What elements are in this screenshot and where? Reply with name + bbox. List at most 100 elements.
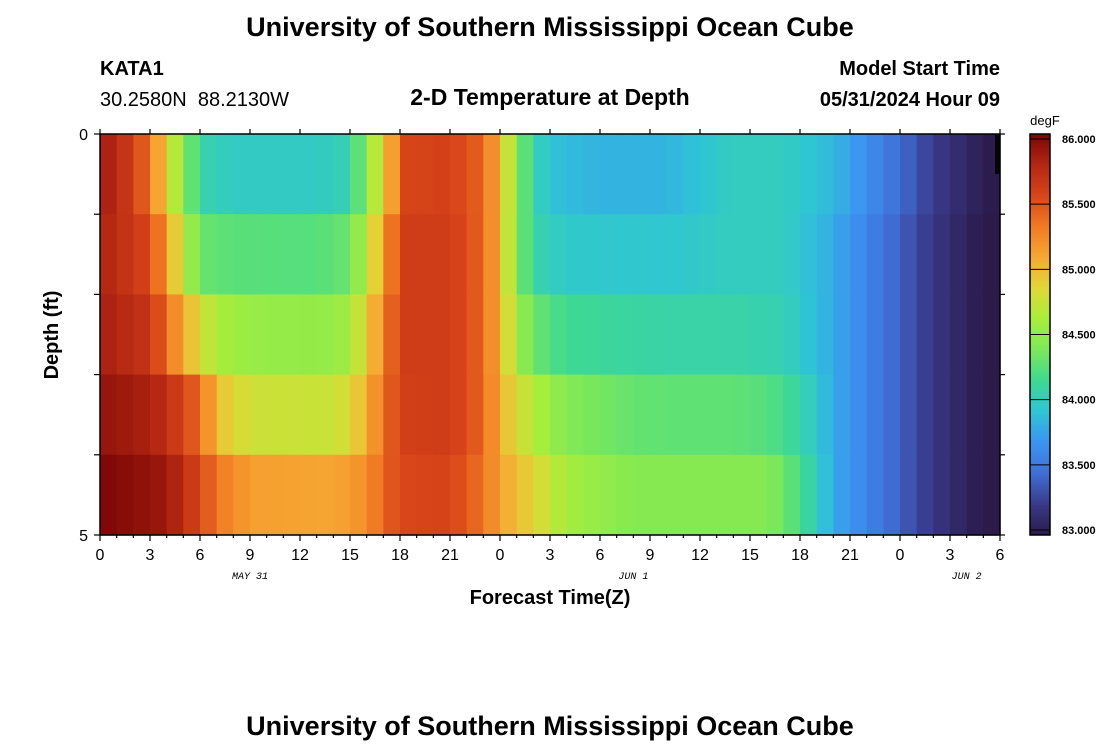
plot-title: 2-D Temperature at Depth: [410, 84, 689, 110]
heatmap-cell: [833, 294, 851, 376]
heatmap-cell: [833, 134, 851, 215]
heatmap-cell: [650, 214, 668, 295]
heatmap-cell: [100, 454, 118, 536]
heatmap-cell: [416, 454, 434, 536]
y-tick-label: 5: [79, 528, 88, 545]
heatmap-cell: [383, 374, 401, 456]
heatmap-cell: [433, 134, 451, 215]
heatmap-cell: [500, 374, 518, 456]
heatmap-cell: [150, 134, 168, 215]
heatmap-cell: [516, 454, 534, 536]
colorbar-ticks: 86.000 85.500 85.000 84.500 84.000 83.500 83.0…: [1030, 134, 1096, 537]
x-tick-label: 12: [291, 547, 309, 564]
heatmap-cell: [766, 294, 784, 376]
heatmap-cell: [616, 134, 634, 215]
colorbar-tick-label: 84.000: [1062, 395, 1096, 407]
x-tick-label: 0: [96, 547, 105, 564]
heatmap-cell: [900, 214, 918, 295]
heatmap-cell: [516, 214, 534, 295]
heatmap-cell: [900, 454, 918, 536]
heatmap-cell: [183, 454, 201, 536]
heatmap-cell: [966, 134, 984, 215]
heatmap-cell: [583, 454, 601, 536]
colorbar-tick-label: 85.000: [1062, 264, 1096, 276]
heatmap-cell: [150, 214, 168, 295]
heatmap-cell: [950, 214, 968, 295]
heatmap-cell: [483, 374, 501, 456]
heatmap-cell: [483, 214, 501, 295]
heatmap-cell: [883, 374, 901, 456]
heatmap-cell: [466, 454, 484, 536]
heatmap-cell: [283, 294, 301, 376]
heatmap-cell: [533, 134, 551, 215]
heatmap-cell: [350, 454, 368, 536]
heatmap-cell: [416, 214, 434, 295]
heatmap-cell: [116, 134, 134, 215]
heatmap-cell: [600, 374, 618, 456]
heatmap-cell: [450, 454, 468, 536]
heatmap-cell: [833, 454, 851, 536]
heatmap-cell: [716, 214, 734, 295]
x-tick-label: 12: [691, 547, 709, 564]
heatmap-cell: [983, 454, 1001, 536]
heatmap-cell: [600, 134, 618, 215]
heatmap-cell: [816, 134, 834, 215]
heatmap-cell: [333, 454, 351, 536]
heatmap-cell: [850, 134, 868, 215]
heatmap-cell: [166, 214, 184, 295]
heatmap-cell: [566, 134, 584, 215]
model-start-value: 05/31/2024 Hour 09: [820, 89, 1000, 111]
heatmap-cell: [566, 294, 584, 376]
heatmap-cell: [950, 294, 968, 376]
heatmap-cell: [133, 214, 151, 295]
heatmap-cell: [366, 454, 384, 536]
heatmap-cell: [583, 374, 601, 456]
page-title: University of Southern Mississippi Ocean…: [246, 12, 854, 42]
heatmap-cell: [700, 294, 718, 376]
heatmap-cell: [916, 454, 934, 536]
heatmap-cell: [283, 374, 301, 456]
heatmap-cell: [500, 294, 518, 376]
heatmap-cell: [500, 214, 518, 295]
heatmap-cell: [216, 134, 234, 215]
heatmap-cell: [533, 214, 551, 295]
heatmap-cell: [183, 374, 201, 456]
heatmap-cell: [533, 294, 551, 376]
heatmap-cell: [466, 214, 484, 295]
heatmap-cell: [816, 214, 834, 295]
heatmap-cell: [700, 214, 718, 295]
heatmap-cell: [533, 454, 551, 536]
heatmap-cell: [666, 374, 684, 456]
heatmap-cell: [650, 374, 668, 456]
heatmap-cell: [666, 134, 684, 215]
colorbar-tick-label: 83.500: [1062, 460, 1096, 472]
heatmap-cell: [350, 294, 368, 376]
heatmap-cell: [133, 374, 151, 456]
heatmap-cell: [200, 374, 218, 456]
heatmap-cell: [433, 214, 451, 295]
heatmap-cell: [850, 214, 868, 295]
heatmap-cell: [550, 214, 568, 295]
heatmap-cell: [683, 134, 701, 215]
heatmap-cell: [300, 134, 318, 215]
heatmap-cell: [216, 374, 234, 456]
heatmap-cell: [633, 214, 651, 295]
heatmap-cell: [550, 294, 568, 376]
x-tick-label: 9: [646, 547, 655, 564]
heatmap-cell: [650, 454, 668, 536]
heatmap-cell: [900, 374, 918, 456]
heatmap-cell: [183, 294, 201, 376]
heatmap-cell: [566, 374, 584, 456]
heatmap-cell: [550, 374, 568, 456]
heatmap-cell: [100, 374, 118, 456]
heatmap-cell: [316, 454, 334, 536]
heatmap-cell: [350, 374, 368, 456]
heatmap-cell: [433, 454, 451, 536]
date-label: MAY 31: [232, 572, 268, 583]
heatmap-cell: [883, 134, 901, 215]
x-tick-label: 18: [391, 547, 409, 564]
heatmap-cell: [466, 134, 484, 215]
heatmap-cell: [916, 374, 934, 456]
heatmap-cell: [616, 214, 634, 295]
heatmap-cell: [966, 374, 984, 456]
